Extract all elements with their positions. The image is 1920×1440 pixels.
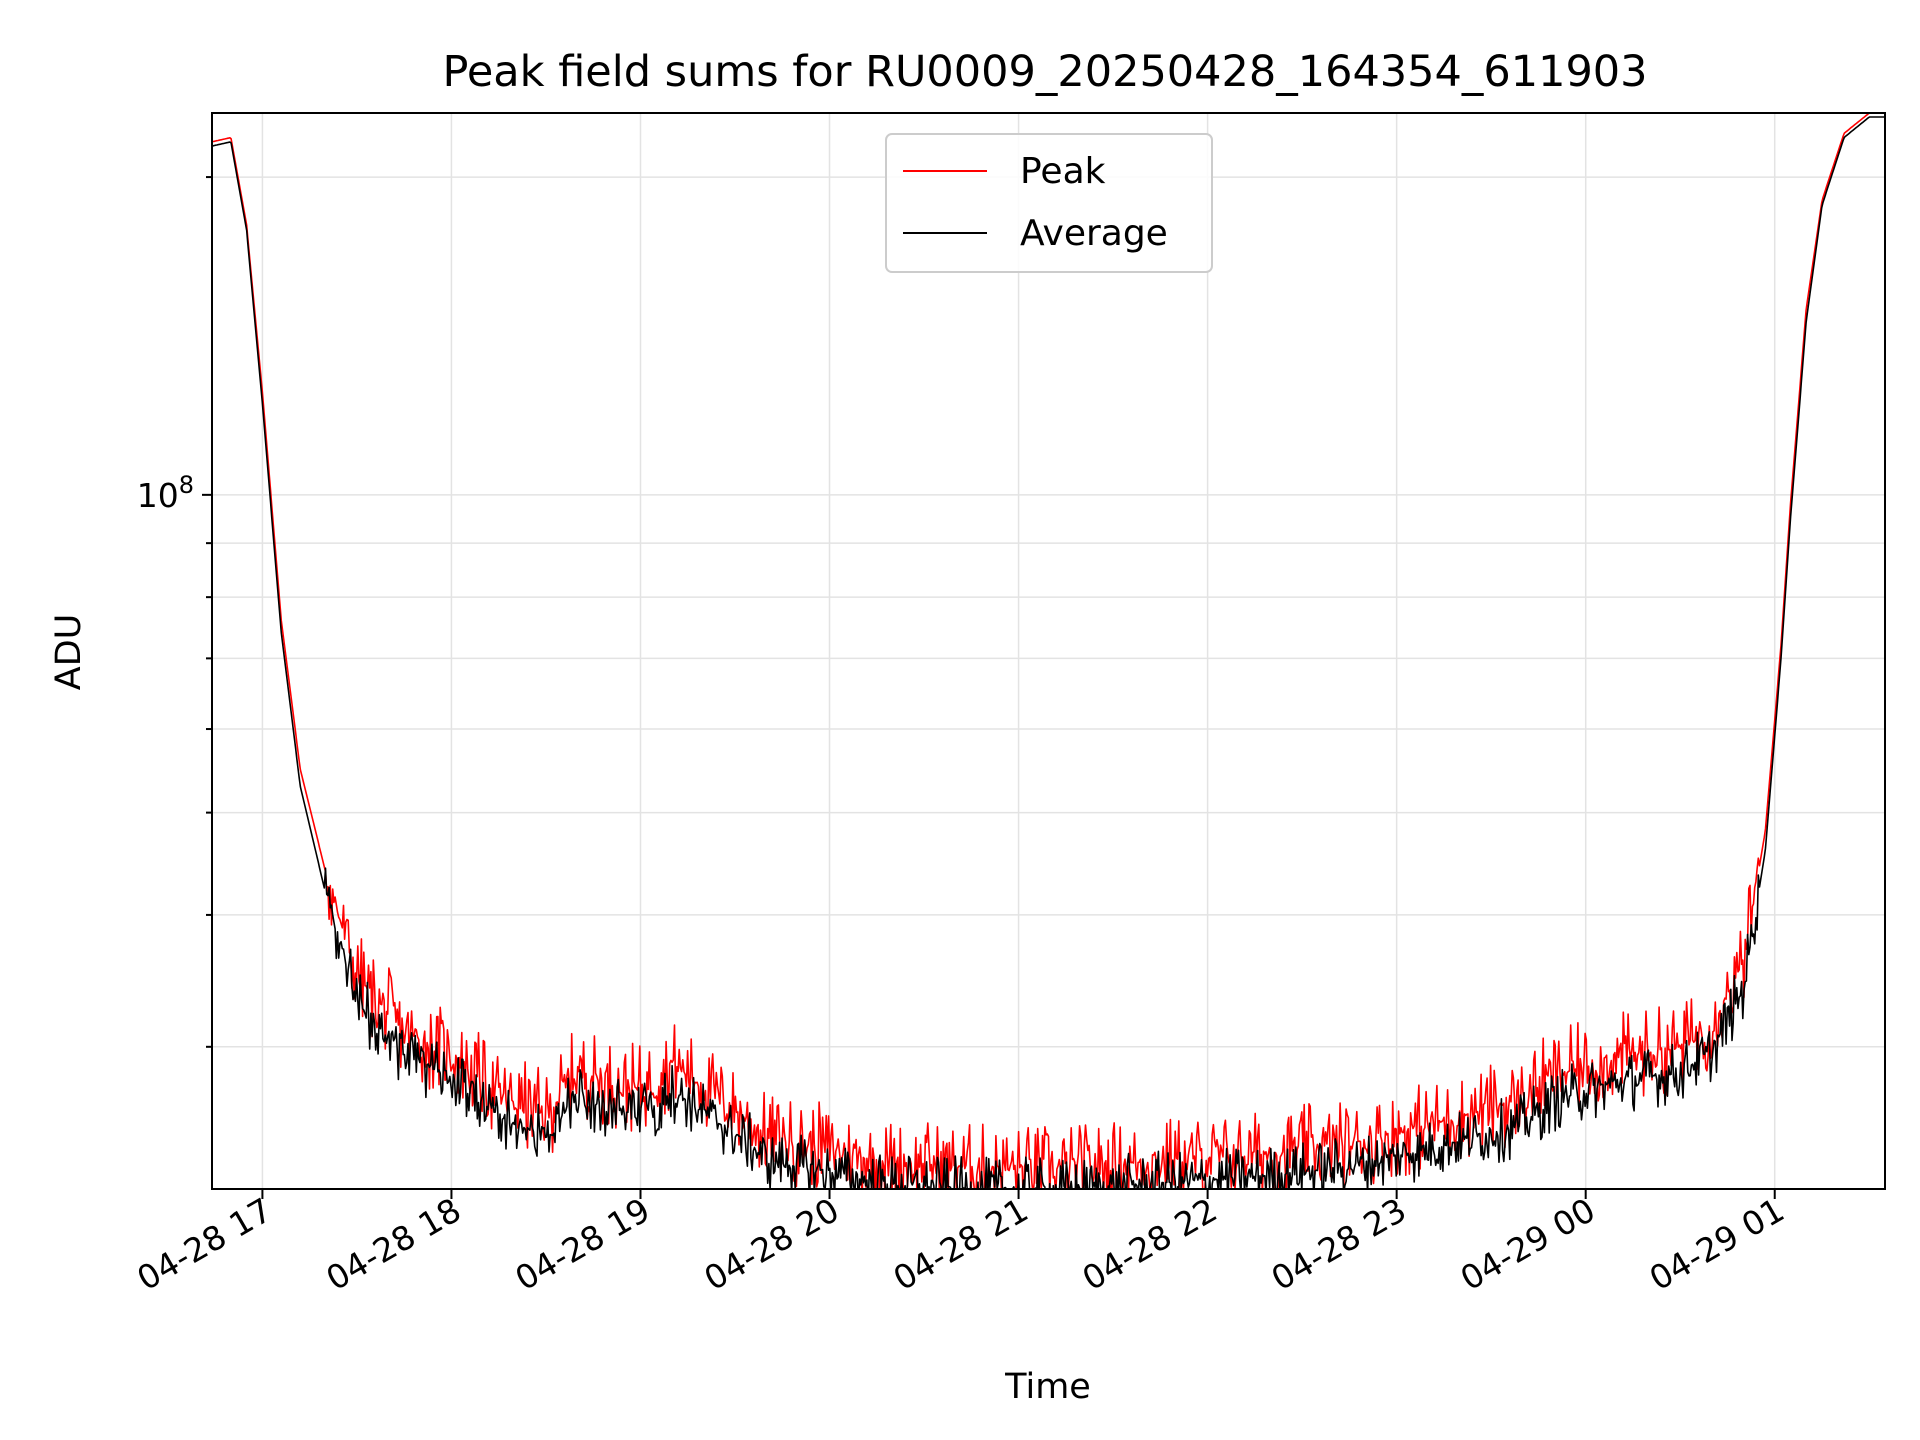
legend-label-peak: Peak [1020, 151, 1106, 192]
y-axis-label: ADU [49, 614, 89, 691]
legend-box [885, 133, 1213, 273]
series-layer [212, 113, 1885, 1189]
legend-label-average: Average [1020, 213, 1168, 254]
legend: Peak Average [885, 133, 1213, 273]
chart-title: Peak field sums for RU0009_20250428_1643… [442, 47, 1647, 97]
plot-frame [211, 112, 1886, 1190]
y-axis: 108 [137, 176, 212, 1048]
series-line-average [212, 116, 1885, 1189]
x-axis-label: Time [1004, 1367, 1091, 1407]
y-tick-label: 108 [137, 471, 194, 515]
grid [212, 113, 1885, 1189]
